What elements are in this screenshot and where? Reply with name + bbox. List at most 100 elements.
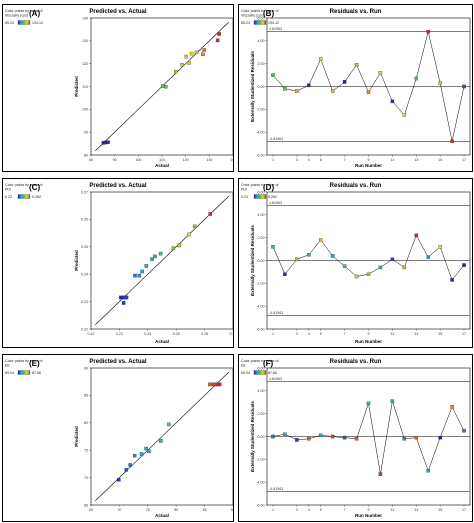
data-point [462,263,466,267]
x-tick-label: 11 [391,508,395,512]
x-tick-label: 120 [183,158,189,162]
y-tick-label: -6.00 [256,503,264,507]
data-point [330,254,335,258]
color-bar [253,20,267,25]
data-point [318,57,323,61]
data-point [426,255,430,259]
data-point [187,232,191,237]
x-tick-label: 80 [89,158,93,162]
color-legend-title: Viscosity (cps) [5,14,28,18]
color-legend-title: EE [5,364,10,368]
y-tick-label: 75 [84,449,88,453]
panel-a: (A) Color points by value of Viscosity (cp… [2,4,234,172]
data-point [184,54,188,59]
y-tick-label: 80 [84,153,88,157]
y-tick-label: 0.00 [258,85,265,89]
data-point [117,478,121,482]
chart-title: Predicted vs. Actual [89,183,146,189]
data-point [402,113,407,117]
x-tick-label: 15 [438,158,442,162]
data-point [167,422,171,427]
color-bar [17,370,31,375]
x-tick-label: 7 [344,508,346,512]
data-point [271,245,275,249]
data-point [132,453,137,458]
y-tick-label: 2.00 [258,62,265,66]
y-tick-label: -2.00 [256,108,264,112]
y-tick-label: 2.00 [258,412,265,416]
y-tick-label: 4.00 [258,39,265,43]
y-tick-label: 6.00 [258,190,265,194]
data-point [180,63,184,67]
reference-line [95,195,229,326]
x-tick-label: 1 [272,508,274,512]
color-legend-title: Color points by value of [241,183,279,187]
color-legend-min: 69.04 [5,371,14,375]
color-legend-max: 134.12 [268,21,279,25]
x-tick-label: 0.22 [88,332,95,336]
limit-line-label: -4.81963 [269,137,283,141]
chart-title: Residuals vs. Run [330,183,382,189]
y-tick-label: 85 [84,394,88,398]
y-tick-label: 0.24 [81,273,88,277]
y-tick-label: 0.00 [258,435,265,439]
color-legend-max: 87.66 [32,371,41,375]
y-axis-label: Externally Studentized Residuals [250,401,255,472]
x-tick-label: 5 [320,332,322,336]
data-point [307,83,311,88]
x-tick-label: 17 [462,332,466,336]
data-point [189,51,194,56]
y-tick-label: 0.22 [81,327,88,331]
plot-frame [90,191,233,330]
x-tick-label: 100 [135,158,141,162]
data-point [366,401,371,406]
y-tick-label: 4.00 [258,389,265,393]
panel-b: (B) Color points by value of Viscosity (cp… [238,4,473,172]
y-tick-label: -4.00 [256,480,264,484]
limit-line-label: -4.81963 [269,487,283,491]
x-tick-label: 85 [203,508,207,512]
data-point [450,405,454,409]
data-point [153,254,157,259]
y-tick-label: 6.00 [258,16,265,20]
data-point [354,63,359,67]
x-tick-label: 5 [320,508,322,512]
data-point [217,382,222,387]
color-legend-max: 134.12 [32,21,43,25]
data-point [101,141,106,145]
data-point [390,257,395,262]
data-point [144,446,148,451]
x-tick-label: 4 [308,158,310,162]
data-point [295,89,299,93]
panel-d: (D) Color points by value of PDI 0.23 0.262 R… [238,178,473,348]
y-axis-label: Predicted [74,250,79,271]
data-point [450,278,454,282]
data-point [271,434,275,439]
data-point [208,212,213,216]
data-point [354,274,359,279]
data-point [354,437,359,441]
y-tick-label: 110 [82,85,88,89]
color-legend-title: Color points by value of [241,359,279,363]
x-tick-label: 11 [391,332,395,336]
color-legend-title: PDI [5,188,11,192]
data-point [124,468,128,472]
data-point [342,264,347,268]
data-point [159,439,163,443]
data-point [150,257,154,261]
color-legend-title: Viscosity (cps) [241,14,264,18]
x-tick-label: 17 [462,508,466,512]
data-point [318,433,323,438]
panel-f: (F) Color points by value of EE 69.04 87.66 R… [238,354,473,522]
x-axis-label: Run Number [355,339,382,344]
data-point [438,435,442,440]
chart-title: Residuals vs. Run [330,359,382,365]
data-point [426,29,430,34]
x-tick-label: 90 [231,508,233,512]
